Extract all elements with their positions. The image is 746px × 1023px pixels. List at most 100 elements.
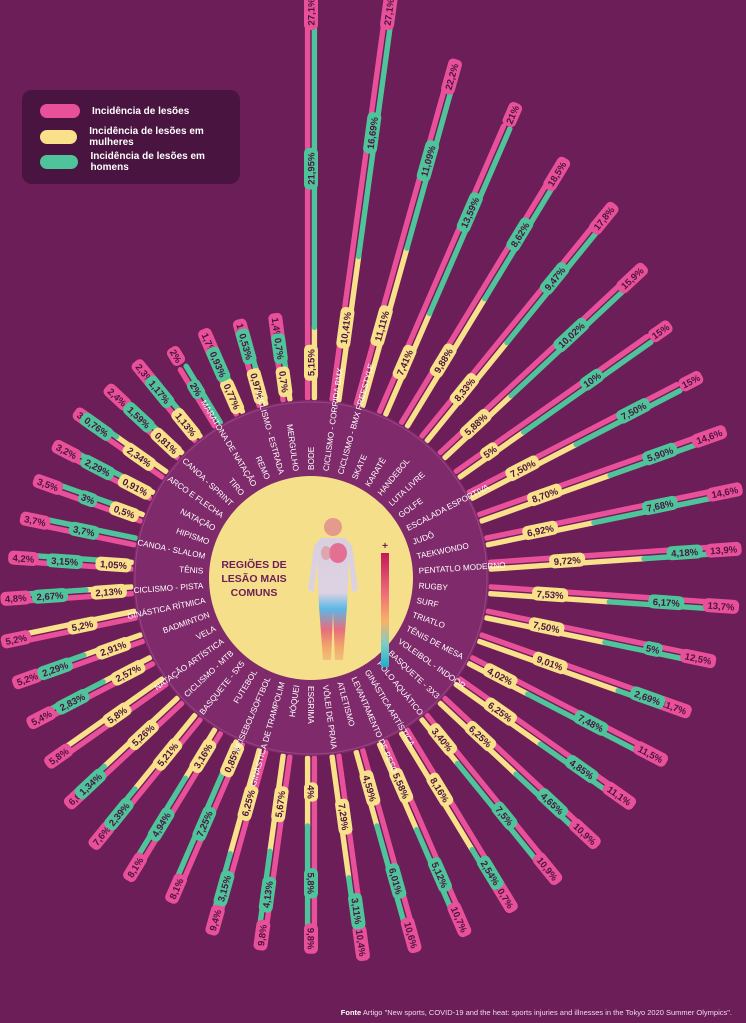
bar-15-total-label: 11,5%	[633, 741, 669, 767]
bar-16-women-label-bg	[483, 697, 517, 726]
bar-14-women-label-text: 9,01%	[535, 654, 565, 674]
bar-18-men-label-bg	[491, 801, 518, 830]
bar-16-total-label-bg	[602, 781, 637, 810]
legend-item-women: Incidência de lesões em mulheres	[40, 126, 240, 148]
bar-39-women-label-bg	[122, 442, 157, 471]
legend-swatch-women	[40, 130, 78, 144]
bar-17-women-label: 6,25%	[464, 720, 497, 752]
bar-44-men-label-text: 0,53%	[236, 332, 254, 361]
bar-18-women-label-bg	[427, 723, 458, 756]
bar-12-total-label-text: 13,7%	[707, 601, 735, 614]
bar-42-total-label: 2%	[167, 346, 186, 366]
bar-34-total-label: 4,8%	[0, 590, 32, 606]
bar-0-women-label: 5,15%	[304, 344, 318, 381]
bar-20-men-label-bg	[427, 857, 452, 893]
bar-2-total-label-text: 22,2%	[444, 62, 462, 91]
human-body-heatmap-icon	[308, 518, 358, 660]
bar-34-men-label-bg	[31, 588, 69, 604]
bar-10-women-label-bg	[522, 520, 559, 540]
bar-26-men-label-bg	[192, 805, 217, 842]
bar-8-women-label-bg	[505, 455, 541, 482]
sport-label-13: SURF	[416, 596, 440, 609]
bar-31-women-label: 2,57%	[110, 660, 146, 686]
bar-23-total-label: 9,8%	[304, 923, 318, 954]
bar-16-total-label: 11,1%	[602, 781, 637, 810]
bar-12-men-label: 6,17%	[648, 594, 685, 611]
bar-40-men-label-bg	[123, 401, 155, 433]
bar-43-men-label: 0,93%	[206, 346, 231, 383]
bar-9-total-label-text: 14,6%	[695, 428, 725, 448]
bar-26-men-label: 7,25%	[192, 805, 217, 842]
bar-25-men-label: 3,15%	[213, 870, 235, 907]
bar-0-total-label-bg	[304, 0, 318, 30]
bar-4-men-label-bg	[506, 217, 534, 252]
bar-32-men-label-bg	[37, 657, 74, 681]
bar-15-women-label: 4,02%	[482, 663, 518, 689]
bar-14-total	[479, 632, 665, 702]
bar-36-total-label-text: 3,7%	[23, 514, 47, 529]
bar-9-total-label: 14,6%	[691, 425, 728, 448]
bar-29-women-label: 5,26%	[127, 719, 159, 751]
bar-9-women-label-text: 8,70%	[531, 486, 561, 506]
bar-9-men-label-text: 5,90%	[646, 445, 676, 465]
bar-38-total-label: 3,2%	[51, 439, 82, 463]
bar-11-men-label-bg	[666, 544, 703, 561]
bar-6-total-label: 15,9%	[616, 262, 648, 294]
bar-32-men-label-text: 2,29%	[41, 660, 71, 680]
sport-label-12: RUGBY	[418, 581, 448, 592]
bar-11-men-label: 4,18%	[666, 544, 703, 561]
bar-23-total-label-bg	[304, 923, 318, 954]
bar-14-men-label: 2,69%	[629, 686, 666, 709]
bar-13-men-label-bg	[642, 641, 663, 657]
bar-11-total-label-bg	[705, 541, 742, 558]
bar-44-men-label-bg	[235, 328, 257, 365]
bar-3-men-label: 13,59%	[456, 192, 483, 233]
bar-6-total-label-bg	[616, 262, 648, 294]
bar-14-women-label-bg	[531, 651, 568, 675]
bar-45-men-label-bg	[271, 333, 288, 364]
bar-14-women-label: 9,01%	[531, 651, 568, 675]
bar-26-total-label-bg	[165, 873, 188, 904]
bar-29-men-label-bg	[74, 768, 107, 800]
bar-32-women-label: 2,91%	[95, 637, 132, 660]
bar-7-men-label-bg	[579, 368, 605, 391]
bar-40-women-label-bg	[150, 427, 183, 459]
bar-10-total-label-text: 14,6%	[711, 485, 740, 501]
bar-14-men-label-bg	[629, 686, 666, 709]
bar-15-women-label-bg	[482, 663, 518, 689]
bar-1-women-label-text: 10,41%	[339, 311, 354, 345]
bar-0-women-label-text: 5,15%	[307, 349, 318, 376]
bar-32-total-label-bg	[11, 668, 43, 690]
bar-45-men-label-text: 0,7%	[271, 337, 285, 360]
bar-32-women-label-bg	[95, 637, 132, 660]
bar-27-total-label: 8,1%	[123, 852, 148, 883]
scale-minus-label: -	[383, 671, 387, 683]
bar-35-total-label-bg	[8, 550, 39, 566]
bar-25-men-label-bg	[213, 870, 235, 907]
bar-37-total-label: 3,5%	[32, 474, 64, 495]
bar-18-total-label: 10,9%	[532, 852, 563, 886]
bar-37-men-label-bg	[77, 490, 99, 508]
bar-13-women-label: 7,50%	[528, 617, 565, 637]
bar-16-men-label: 4,85%	[564, 754, 599, 784]
bar-4-women-label-bg	[429, 343, 457, 378]
bar-23-total-label-text: 9,8%	[304, 928, 315, 950]
bar-34-women-label-text: 2,13%	[95, 586, 123, 599]
bar-33-women-label: 5,2%	[66, 616, 98, 635]
bar-18-total-label-bg	[532, 852, 563, 886]
scale-plus-label: +	[382, 541, 388, 552]
bar-14-men-label-text: 2,69%	[633, 689, 663, 709]
bar-45-men-label: 0,7%	[271, 333, 288, 364]
bar-0-total-label: 27,1%	[304, 0, 318, 30]
bar-41-women-label: 1,13%	[171, 408, 201, 441]
bar-22-women-label: 7,29%	[335, 798, 353, 835]
bar-10-women-label: 6,92%	[522, 520, 559, 540]
bar-5-women-label: 8,33%	[449, 373, 480, 406]
legend-label-men: Incidência de lesões em homens	[90, 151, 205, 173]
sport-label-24: HÓQUEI	[287, 684, 301, 717]
bar-24-total-label-text: 9,8%	[256, 923, 270, 946]
legend-label-total: Incidência de lesões	[92, 105, 190, 117]
bar-10-men-label-text: 7,68%	[646, 498, 675, 514]
bar-35-total-label: 4,2%	[8, 550, 39, 566]
bar-16-women-label: 6,25%	[483, 697, 517, 726]
